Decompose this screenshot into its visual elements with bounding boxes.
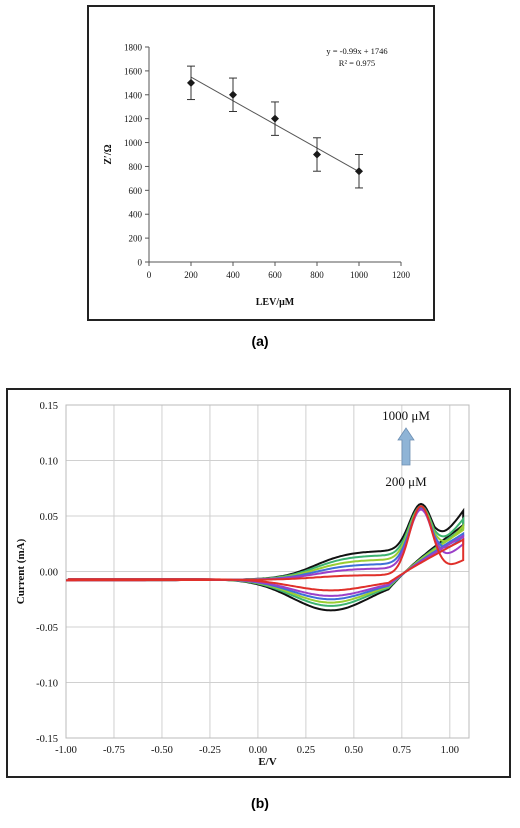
x-tick-label: 0 [147, 270, 152, 280]
concentration-arrow [397, 427, 415, 466]
x-tick-label: 400 [226, 270, 240, 280]
cyclic-voltammogram-chart: -1.00 -0.75 -0.50 -0.25 0.00 0.25 0.50 0.75 1.00… [15, 401, 470, 768]
cv-curve [66, 504, 465, 592]
y-tick-label: 800 [129, 162, 143, 172]
x-tick-label: -0.50 [151, 745, 173, 756]
data-point-marker [187, 78, 195, 87]
caption-b: (b) [251, 795, 269, 811]
y-tick-label: 1800 [124, 43, 143, 53]
y-tick-label: 1200 [124, 114, 143, 124]
y-axis-title: Current (mA) [15, 538, 27, 604]
x-tick-label: 800 [310, 270, 324, 280]
y-tick-label: 0.05 [40, 512, 58, 523]
y-tick-label: 0.10 [40, 457, 58, 468]
y-tick-label: -0.15 [36, 734, 58, 745]
data-point-marker [313, 150, 321, 159]
x-tick-label: -0.75 [103, 745, 125, 756]
x-tick-label: 1000 [350, 270, 369, 280]
x-tick-label: 600 [268, 270, 282, 280]
x-tick-label: -0.25 [199, 745, 221, 756]
x-tick-label: 1.00 [441, 745, 459, 756]
y-tick-label: -0.10 [36, 679, 58, 690]
x-tick-label: 0.25 [297, 745, 315, 756]
y-tick-label: -0.05 [36, 623, 58, 634]
x-axis-title: E/V [258, 756, 276, 768]
y-tick-label: 1400 [124, 90, 143, 100]
y-tick-label: 600 [129, 186, 143, 196]
x-tick-label: 200 [184, 270, 198, 280]
x-tick-label: -1.00 [55, 745, 77, 756]
x-tick-label: 0.50 [345, 745, 363, 756]
y-tick-label: 1000 [124, 138, 143, 148]
y-tick-label: 200 [129, 234, 143, 244]
y-tick-label: 0 [138, 258, 143, 268]
cv-curve [66, 505, 465, 607]
x-tick-label: 1200 [392, 270, 411, 280]
equation-annotation: y = -0.99x + 1746 [326, 46, 387, 56]
impedance-calibration-chart: 0 200 400 600 800 1000 1200 1400 1600 1800 0 200 400… [103, 43, 411, 309]
y-tick-label: 400 [129, 210, 143, 220]
panel-a-chart: 0 200 400 600 800 1000 1200 1400 1600 1800 0 200 400… [87, 5, 435, 321]
plot-area-border [65, 404, 470, 739]
y-tick-label: 0.00 [40, 568, 58, 579]
data-point-marker [271, 114, 279, 123]
x-tick-label: 0.75 [393, 745, 411, 756]
cv-curve [66, 502, 465, 612]
y-tick-label: 1600 [124, 66, 143, 76]
x-axis-title: LEV/μM [256, 297, 295, 308]
data-point-marker [355, 167, 363, 176]
y-tick-label: 0.15 [40, 401, 58, 412]
panel-b-chart: -1.00 -0.75 -0.50 -0.25 0.00 0.25 0.50 0.75 1.00… [6, 388, 511, 778]
y-axis-title: Z′/Ω [103, 144, 114, 164]
r-squared-annotation: R² = 0.975 [339, 58, 375, 68]
x-tick-label: 0.00 [249, 745, 267, 756]
label-200uM: 200 μM [385, 474, 427, 489]
caption-a: (a) [251, 333, 269, 349]
label-1000uM: 1000 μM [382, 408, 430, 423]
data-point-marker [229, 90, 237, 99]
